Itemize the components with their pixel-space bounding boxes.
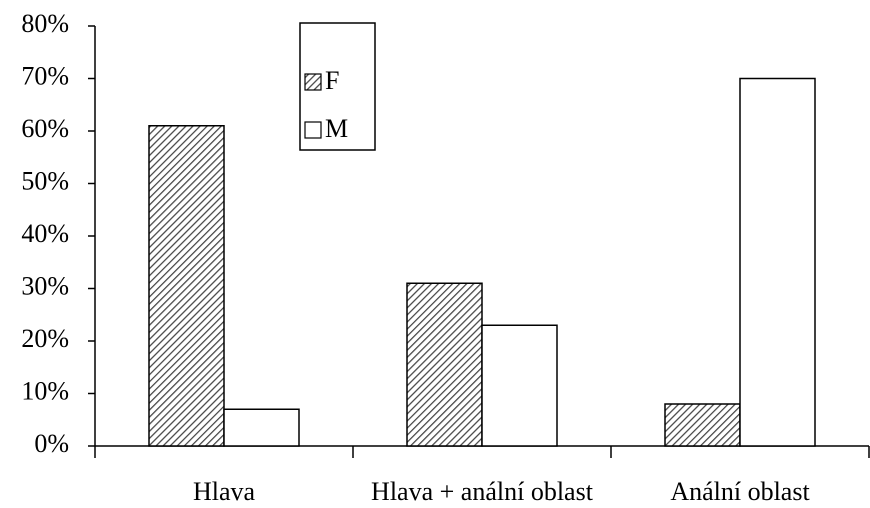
- bar: [481, 324, 558, 447]
- bar: [664, 403, 741, 447]
- bar: [406, 282, 483, 447]
- y-tick-label: 30%: [21, 271, 69, 300]
- y-tick-label: 0%: [34, 429, 69, 458]
- y-tick-label: 40%: [21, 219, 69, 248]
- y-tick-label: 20%: [21, 324, 69, 353]
- y-tick-label: 70%: [21, 61, 69, 90]
- y-tick-label: 80%: [21, 9, 69, 38]
- y-tick-label: 60%: [21, 114, 69, 143]
- bar: [739, 77, 816, 447]
- legend-label: M: [325, 114, 348, 143]
- legend-swatch: [304, 121, 322, 139]
- x-tick-label: Hlava + anální oblast: [371, 477, 594, 506]
- y-tick-label: 50%: [21, 166, 69, 195]
- y-tick-label: 10%: [21, 376, 69, 405]
- x-tick-label: Anální oblast: [670, 477, 810, 506]
- bar: [148, 125, 225, 447]
- legend-label: F: [325, 66, 339, 95]
- x-tick-label: Hlava: [193, 477, 256, 506]
- legend-swatch: [304, 73, 322, 91]
- bar: [223, 408, 300, 447]
